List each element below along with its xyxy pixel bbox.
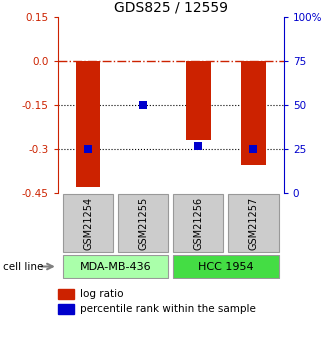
- Title: GDS825 / 12559: GDS825 / 12559: [114, 1, 228, 15]
- Text: GSM21254: GSM21254: [83, 197, 93, 250]
- Bar: [228, 195, 279, 253]
- Bar: [186, 61, 211, 140]
- Text: GSM21257: GSM21257: [248, 197, 258, 250]
- Text: HCC 1954: HCC 1954: [198, 262, 254, 272]
- Bar: [58, 289, 74, 299]
- Text: GSM21256: GSM21256: [193, 197, 203, 250]
- Bar: [63, 255, 168, 278]
- Text: cell line: cell line: [3, 262, 44, 272]
- Bar: [173, 195, 223, 253]
- Bar: [173, 255, 279, 278]
- Text: log ratio: log ratio: [80, 289, 124, 299]
- Text: percentile rank within the sample: percentile rank within the sample: [80, 304, 256, 314]
- Bar: [58, 304, 74, 314]
- Bar: [63, 195, 113, 253]
- Text: MDA-MB-436: MDA-MB-436: [80, 262, 151, 272]
- Bar: [118, 195, 168, 253]
- Bar: [76, 61, 100, 187]
- Bar: [241, 61, 266, 165]
- Text: GSM21255: GSM21255: [138, 197, 148, 250]
